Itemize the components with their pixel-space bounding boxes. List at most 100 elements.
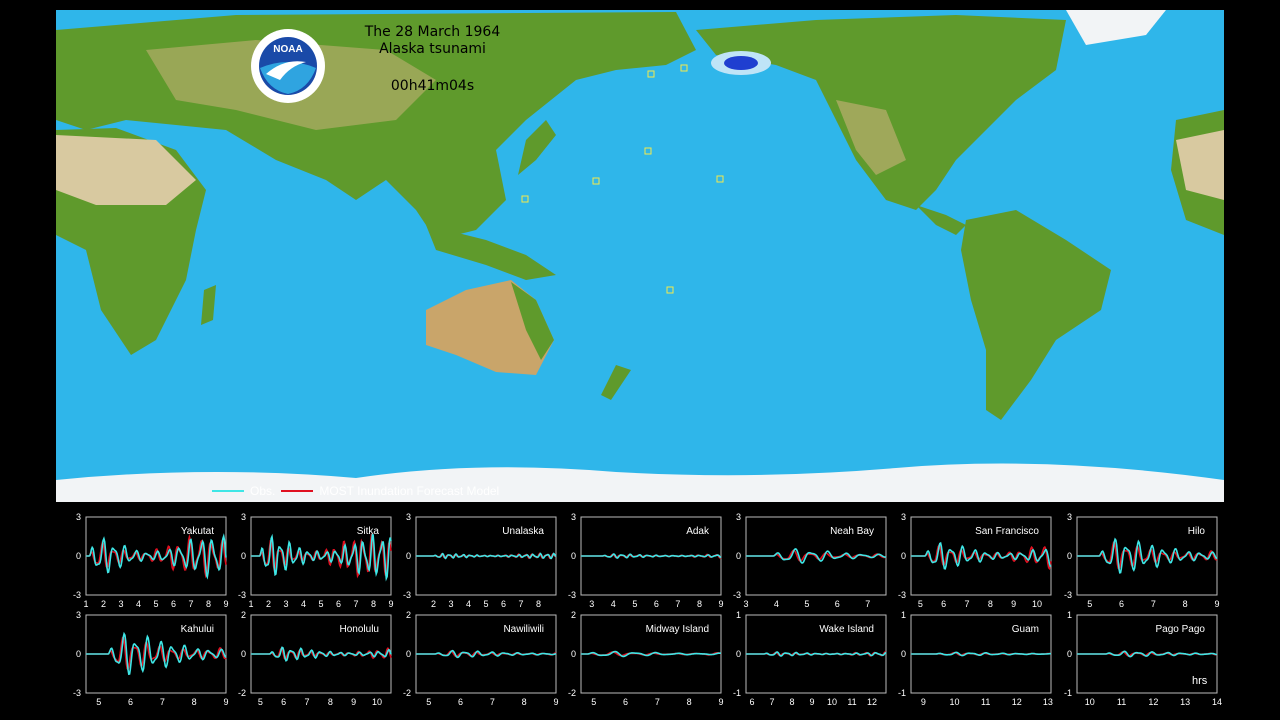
chart-legend: Obs. MOST Inundation Forecast Model [212,484,499,498]
x-tick-label: 9 [223,697,228,707]
legend-swatch-model [281,490,314,492]
x-tick-label: 9 [718,599,723,609]
x-tick-label: 2 [431,599,436,609]
greenland [1066,10,1166,45]
x-tick-label: 7 [769,697,774,707]
japan [518,120,556,175]
legend-label-obs: Obs. [250,484,276,498]
x-tick-label: 4 [611,599,616,609]
indonesia [426,225,556,280]
x-tick-label: 5 [318,599,323,609]
south-america [961,210,1111,420]
australia-east [511,282,554,360]
y-tick-label: 3 [76,512,81,522]
x-tick-label: 1 [83,599,88,609]
x-tick-label: 5 [258,697,263,707]
y-tick-label: 0 [241,551,246,561]
x-tick-label: 6 [171,599,176,609]
x-tick-label: 5 [153,599,158,609]
panel-adak: -3 0 3 3 4 5 6 7 8 9 Adak [568,512,724,609]
elapsed-time: 00h41m04s [390,78,475,94]
x-tick-label: 5 [426,697,431,707]
observed-series-line [251,533,392,582]
x-tick-label: 4 [774,599,779,609]
x-tick-label: 9 [921,697,926,707]
madagascar [201,285,216,325]
y-tick-label: -2 [403,688,411,698]
x-tick-label: 7 [518,599,523,609]
x-tick-label: 12 [1148,697,1158,707]
panel-kahului: -3 0 3 5 6 7 8 9 Kahului [73,610,229,707]
station-name: Midway Island [646,624,709,635]
panel-midway-island: -2 0 2 5 6 7 8 9 Midway Island [568,610,724,707]
x-tick-label: 6 [128,697,133,707]
x-tick-label: 9 [388,599,393,609]
x-tick-label: 12 [867,697,877,707]
panel-pago-pago: -1 0 1 10 11 12 13 14 Pago Pago [1064,610,1222,707]
sahara [56,135,196,205]
y-tick-label: -3 [733,590,741,600]
x-tick-label: 5 [804,599,809,609]
x-tick-label: 6 [501,599,506,609]
panel-yakutat: -3 0 3 1 2 3 4 5 6 7 8 9 Yakutat [73,512,229,609]
x-tick-label: 8 [988,599,993,609]
y-tick-label: 0 [571,649,576,659]
y-tick-label: 0 [736,649,741,659]
y-tick-label: 2 [406,610,411,620]
x-tick-label: 11 [847,697,856,707]
x-tick-label: 8 [522,697,527,707]
observed-series-line [416,552,557,560]
x-tick-label: 9 [351,697,356,707]
x-tick-label: 3 [448,599,453,609]
x-tick-label: 7 [675,599,680,609]
y-tick-label: 2 [571,610,576,620]
legend-swatch-obs [212,490,244,492]
x-tick-label: 6 [336,599,341,609]
x-tick-label: 4 [301,599,306,609]
observed-series-line [1077,650,1218,658]
x-tick-label: 6 [458,697,463,707]
x-tick-label: 9 [553,697,558,707]
x-tick-label: 6 [835,599,840,609]
station-name: Sitka [357,526,380,537]
x-tick-label: 6 [623,697,628,707]
x-tick-label: 5 [96,697,101,707]
gauge-marker [716,175,724,183]
y-tick-label: 3 [241,512,246,522]
map-title-line1: The 28 March 1964 [364,24,501,40]
legend-label-model: MOST Inundation Forecast Model [319,484,500,498]
y-tick-label: 0 [406,551,411,561]
x-tick-label: 6 [749,697,754,707]
observed-series-line [746,548,886,564]
gauge-markers [521,64,724,294]
x-tick-label: 8 [371,599,376,609]
x-tick-label: 14 [1212,697,1222,707]
x-tick-label: 8 [328,697,333,707]
time-unit-label: hrs [1192,675,1208,687]
antarctica [56,463,1224,502]
y-tick-label: -3 [238,590,246,600]
x-tick-label: 8 [536,599,541,609]
tsunami-source [724,56,758,70]
x-tick-label: 12 [1012,697,1022,707]
svg-text:NOAA: NOAA [273,44,302,55]
x-tick-label: 2 [101,599,106,609]
x-tick-label: 1 [248,599,253,609]
panel-san-francisco: -3 0 3 5 6 7 8 9 10 San Francisco [898,512,1052,609]
x-tick-label: 9 [1214,599,1219,609]
x-tick-label: 8 [192,697,197,707]
gauge-marker [644,147,652,155]
y-tick-label: 0 [1067,649,1072,659]
x-tick-label: 3 [283,599,288,609]
x-tick-label: 7 [1151,599,1156,609]
y-tick-label: 0 [76,551,81,561]
observed-series-line [1077,537,1218,574]
y-tick-label: -1 [1064,688,1072,698]
panel-hilo: -3 0 3 5 6 7 8 9 Hilo [1064,512,1220,609]
y-tick-label: -3 [403,590,411,600]
observed-series-line [86,533,227,580]
x-tick-label: 13 [1180,697,1190,707]
y-tick-label: -3 [73,688,81,698]
x-tick-label: 8 [789,697,794,707]
gauge-marker [592,177,600,185]
